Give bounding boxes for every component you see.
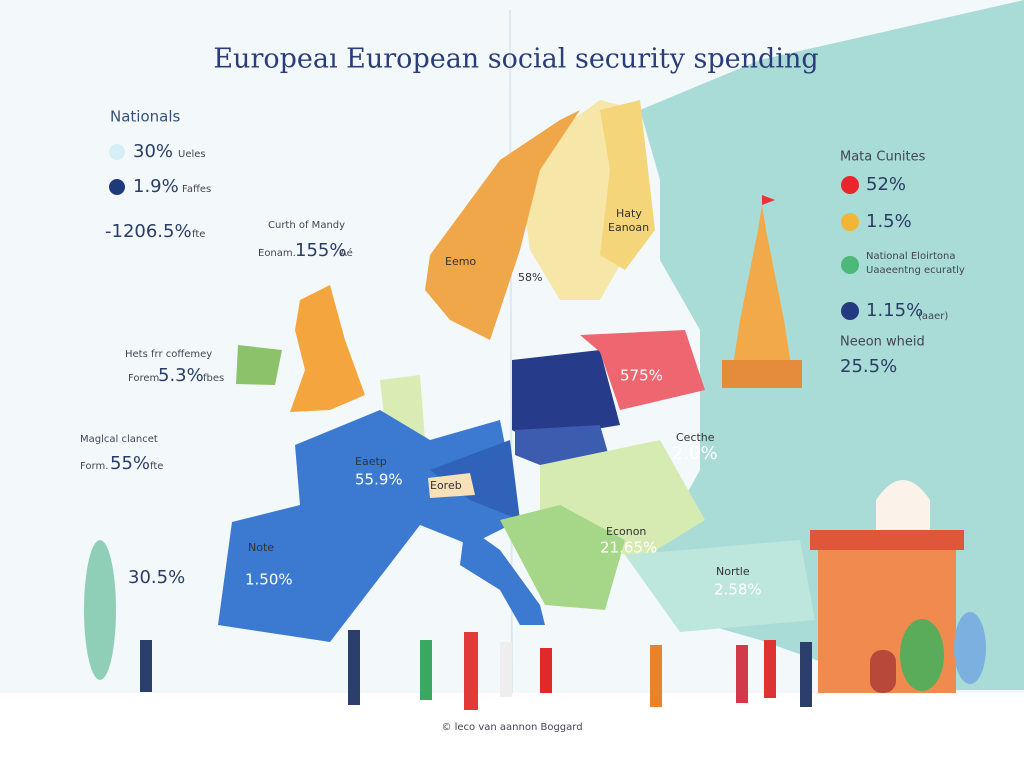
- title: Europeaı European social security spendi…: [213, 44, 818, 75]
- legend-value: 1.5%: [866, 211, 912, 232]
- person: [348, 630, 360, 705]
- person: [140, 640, 152, 692]
- legend-label: National Eloirtona: [866, 251, 955, 262]
- poland: [512, 350, 620, 440]
- legend-dot: [109, 179, 125, 195]
- person: [500, 642, 512, 697]
- map-label: Note: [248, 541, 274, 554]
- map-label: 1.50%: [245, 571, 293, 589]
- map-label: Eaetp: [355, 455, 387, 468]
- palace-roof: [810, 530, 964, 550]
- flag: [762, 195, 775, 205]
- note-heading: Maglcal clancet: [80, 434, 158, 445]
- person: [464, 632, 478, 710]
- map-label: Nortle: [716, 565, 750, 578]
- map-label: Eoreb: [430, 479, 462, 492]
- note-label: Forem: [128, 373, 159, 384]
- note-heading: Curth of Mandy: [268, 220, 345, 231]
- dome: [876, 480, 930, 530]
- note-unit: fbes: [203, 373, 224, 384]
- tree: [900, 619, 944, 691]
- cathedral: [730, 205, 794, 385]
- legend-dot: [109, 144, 125, 160]
- legend-dot: [841, 176, 859, 194]
- person: [420, 640, 432, 700]
- tree: [84, 540, 116, 680]
- legend-value: -1206.5%: [105, 221, 192, 242]
- value: 30.5%: [128, 567, 185, 588]
- people: [140, 630, 812, 710]
- czechia: [515, 425, 610, 465]
- legend-label: (aaer): [918, 311, 948, 322]
- legend-value: 52%: [866, 174, 906, 195]
- legend-heading: Mata Cunites: [840, 150, 926, 165]
- legend-label: Ueles: [178, 149, 206, 160]
- balkans: [500, 505, 625, 610]
- map-label: Cecthe: [676, 431, 715, 444]
- finland: [600, 100, 655, 270]
- person: [540, 648, 552, 693]
- switzerland: [428, 473, 475, 498]
- footer: © leco van aannon Boggard: [441, 722, 582, 733]
- legend-heading: Nationals: [110, 108, 181, 126]
- uk: [290, 285, 365, 412]
- person: [736, 645, 748, 703]
- belarus: [580, 330, 705, 410]
- legend-label: Faffes: [182, 184, 211, 195]
- ground: [0, 693, 1024, 768]
- note-heading: Hets frr coffemey: [125, 349, 212, 360]
- map-label: 2.58%: [714, 581, 762, 599]
- map-label: Eanoan: [608, 221, 649, 234]
- note-value: 5.3%: [158, 365, 204, 386]
- person: [764, 640, 776, 698]
- note-heading: Neeon wheid: [840, 335, 925, 350]
- map-label: Econon: [606, 525, 646, 538]
- legend-dot: [841, 256, 859, 274]
- note-value: 55%: [110, 453, 150, 474]
- map-label: 55.9%: [355, 471, 403, 489]
- map-label: Eemo: [445, 255, 476, 268]
- legend-value: 30%: [133, 141, 173, 162]
- norway: [425, 110, 580, 340]
- legend-dot: [841, 302, 859, 320]
- map-label: 58%: [518, 271, 542, 284]
- map-label: Haty: [616, 207, 642, 220]
- person: [650, 645, 662, 707]
- tree: [954, 612, 986, 684]
- note-value: 155%: [295, 240, 346, 261]
- legend-value: 1.15%: [866, 300, 923, 321]
- map-label: 21.65%: [600, 539, 657, 557]
- legend-value: 1.9%: [133, 176, 179, 197]
- map-label: 575%: [620, 367, 663, 385]
- central-europe: [430, 440, 520, 520]
- person: [800, 642, 812, 707]
- cathedral-base: [722, 360, 802, 388]
- note-label: Eonam.: [258, 248, 296, 259]
- door: [870, 650, 896, 693]
- italy: [460, 525, 545, 625]
- note-value: 25.5%: [840, 356, 897, 377]
- turkey: [625, 540, 815, 632]
- note-unit: fte: [150, 461, 163, 472]
- legend-dot: [841, 213, 859, 231]
- map-label: 2.0%: [672, 443, 718, 464]
- note-unit: Aé: [340, 247, 353, 259]
- legend-label: Uaaeentng ecuratly: [866, 265, 965, 276]
- ireland: [236, 345, 282, 385]
- legend-label: fte: [192, 229, 205, 240]
- note-label: Form.: [80, 461, 108, 472]
